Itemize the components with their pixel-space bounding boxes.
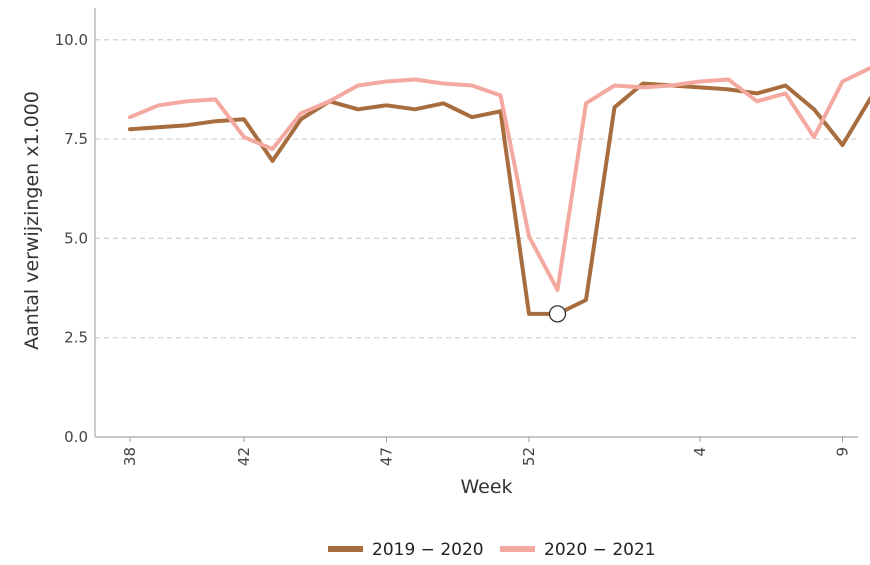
y-tick-label: 7.5 — [64, 130, 88, 148]
y-tick-label: 2.5 — [64, 329, 88, 347]
y-tick-label: 10.0 — [55, 31, 88, 49]
x-tick-label: 47 — [378, 447, 396, 466]
x-tick-label: 38 — [121, 447, 139, 466]
axes — [94, 8, 858, 438]
y-ticks: 0.0 2.5 5.0 7.5 10.0 — [55, 31, 88, 446]
x-tick-label: 4 — [691, 447, 709, 457]
series-line-1 — [128, 81, 870, 316]
series-lines — [128, 65, 870, 316]
y-tick-label: 0.0 — [64, 428, 88, 446]
x-tick-label: 42 — [235, 447, 253, 466]
x-ticks: 38 42 47 52 4 9 — [121, 437, 852, 466]
highlight-marker[interactable] — [548, 305, 567, 323]
x-tick-label: 52 — [520, 447, 538, 466]
series-line-2 — [128, 65, 870, 292]
legend-label-2: 2020 − 2021 — [544, 540, 656, 560]
legend-label-1: 2019 − 2020 — [372, 540, 484, 560]
x-tick-label: 9 — [834, 447, 852, 457]
y-axis-title: Aantal verwijzingen x1.000 — [21, 91, 43, 350]
x-axis-title: Week — [460, 476, 512, 498]
legend: 2019 − 2020 2020 − 2021 — [328, 540, 656, 560]
y-tick-label: 5.0 — [64, 229, 88, 247]
highlight-marker-group — [548, 305, 567, 323]
